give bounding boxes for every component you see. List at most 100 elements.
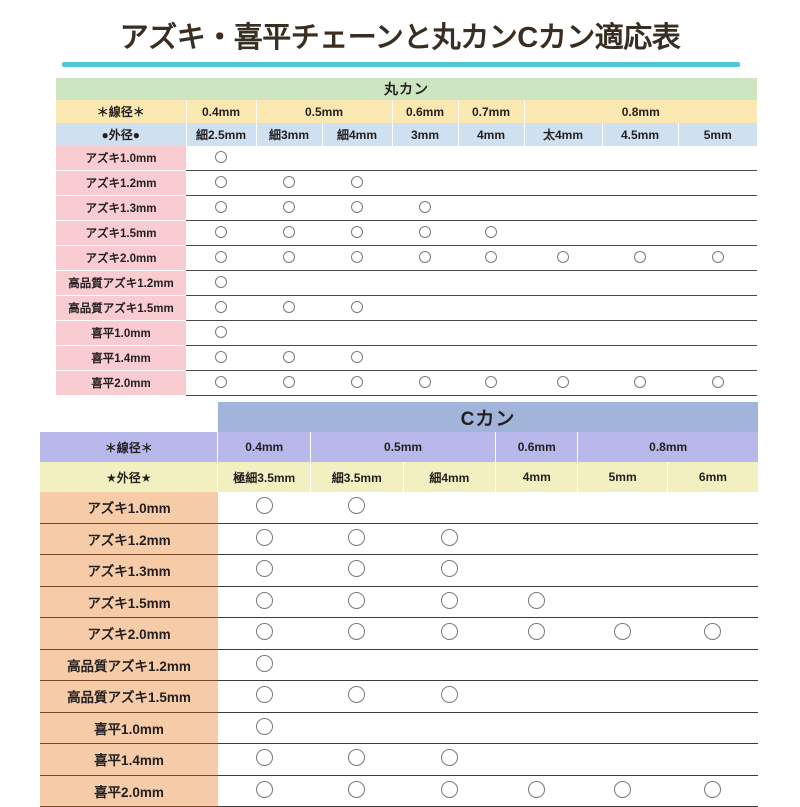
empty-cell xyxy=(322,320,392,346)
table-row: アズキ1.5mm xyxy=(56,220,757,246)
compatible-cell xyxy=(602,245,678,271)
circle-mark-icon xyxy=(215,200,227,213)
compatible-cell xyxy=(310,680,404,713)
marukan-gauge-group-0: 0.4mm xyxy=(185,100,256,123)
compatible-cell xyxy=(186,146,256,171)
compatible-cell xyxy=(322,295,392,321)
marukan-column-header: 4.5mm xyxy=(601,123,678,146)
empty-cell xyxy=(524,270,602,296)
compatible-cell xyxy=(403,617,496,650)
compatible-cell xyxy=(403,743,496,776)
empty-cell xyxy=(403,712,496,744)
circle-mark-icon xyxy=(255,560,273,578)
empty-cell xyxy=(667,523,758,555)
circle-mark-icon xyxy=(419,250,431,263)
ckan-outer-label: ★外径★ xyxy=(105,470,152,485)
table-row: アズキ1.5mm xyxy=(40,586,758,618)
circle-mark-icon xyxy=(351,225,363,238)
table-row: アズキ1.3mm xyxy=(56,195,757,221)
empty-cell xyxy=(524,295,602,321)
circle-mark-icon xyxy=(215,275,227,288)
circle-mark-icon xyxy=(485,375,497,388)
compatible-cell xyxy=(217,554,311,587)
compatible-cell xyxy=(310,492,404,524)
compatible-cell xyxy=(577,617,668,650)
empty-cell xyxy=(495,492,578,524)
compatible-cell xyxy=(217,712,311,744)
circle-mark-icon xyxy=(351,200,363,213)
circle-mark-icon xyxy=(215,350,227,363)
marukan-gauge-label: ＊線径＊ xyxy=(96,105,145,119)
ckan-band-title: Cカン xyxy=(217,402,758,432)
compatible-cell xyxy=(217,775,311,807)
circle-mark-icon xyxy=(711,375,724,388)
empty-cell xyxy=(322,270,392,296)
compatible-cell xyxy=(186,270,256,296)
circle-mark-icon xyxy=(440,591,458,609)
compatible-cell xyxy=(322,220,392,246)
compatible-cell xyxy=(458,370,524,396)
empty-cell xyxy=(458,146,524,171)
marukan-table: 丸カン ＊線径＊ 0.4mm 0.5mm 0.6mm 0.7mm 0.8mm ●外径● 細2… xyxy=(56,78,757,396)
compatible-cell xyxy=(186,195,256,221)
compatible-cell xyxy=(186,370,256,396)
circle-mark-icon xyxy=(255,497,273,515)
empty-cell xyxy=(667,492,758,524)
empty-cell xyxy=(602,146,678,171)
table-row: 高品質アズキ1.2mm xyxy=(40,649,758,681)
compatible-cell xyxy=(678,370,757,396)
circle-mark-icon xyxy=(440,528,458,546)
circle-mark-icon xyxy=(440,749,458,767)
empty-cell xyxy=(392,270,458,296)
circle-mark-icon xyxy=(711,250,724,263)
ckan-column-header: 4mm xyxy=(495,462,578,492)
circle-mark-icon xyxy=(255,749,273,767)
circle-mark-icon xyxy=(255,780,273,798)
ckan-row-label: 喜平1.0mm xyxy=(40,712,218,744)
empty-cell xyxy=(577,649,668,681)
circle-mark-icon xyxy=(255,654,273,672)
empty-cell xyxy=(602,270,678,296)
empty-cell xyxy=(458,170,524,196)
compatible-cell xyxy=(392,370,458,396)
marukan-band-title: 丸カン xyxy=(56,78,757,100)
page-title: アズキ・喜平チェーンと丸カンCカン適応表 xyxy=(119,22,681,54)
compatible-cell xyxy=(322,245,392,271)
circle-mark-icon xyxy=(614,623,632,641)
empty-cell xyxy=(667,554,758,587)
circle-mark-icon xyxy=(440,686,458,704)
empty-cell xyxy=(524,320,602,346)
table-row: 喜平1.4mm xyxy=(56,345,757,371)
empty-cell xyxy=(495,743,578,776)
compatible-cell xyxy=(322,195,392,221)
marukan-row-label: 高品質アズキ1.5mm xyxy=(56,295,186,321)
circle-mark-icon xyxy=(348,497,366,515)
empty-cell xyxy=(678,295,757,321)
compatible-cell xyxy=(186,220,256,246)
circle-mark-icon xyxy=(283,200,295,213)
marukan-column-header: 太4mm xyxy=(523,123,602,146)
table-row: 喜平1.4mm xyxy=(40,743,758,776)
ckan-table-body: アズキ1.0mm アズキ1.2mm アズキ1.3mm アズキ1.5mm アズキ2.0mm… xyxy=(40,492,758,807)
ckan-row-label: 高品質アズキ1.5mm xyxy=(40,680,218,713)
empty-cell xyxy=(602,320,678,346)
ckan-gauge-group-2: 0.6mm xyxy=(495,432,578,462)
marukan-row-label: アズキ1.3mm xyxy=(56,195,186,221)
empty-cell xyxy=(310,712,404,744)
circle-mark-icon xyxy=(704,780,722,798)
compatible-cell xyxy=(403,554,496,587)
circle-mark-icon xyxy=(215,375,227,388)
empty-cell xyxy=(678,195,757,221)
compatible-cell xyxy=(678,245,757,271)
circle-mark-icon xyxy=(255,623,273,641)
compatible-cell xyxy=(217,680,311,713)
compatible-cell xyxy=(310,554,404,587)
empty-cell xyxy=(458,320,524,346)
compatible-cell xyxy=(392,195,458,221)
table-row: アズキ1.3mm xyxy=(40,554,758,587)
empty-cell xyxy=(577,492,668,524)
circle-mark-icon xyxy=(351,300,363,313)
empty-cell xyxy=(667,649,758,681)
circle-mark-icon xyxy=(419,200,431,213)
